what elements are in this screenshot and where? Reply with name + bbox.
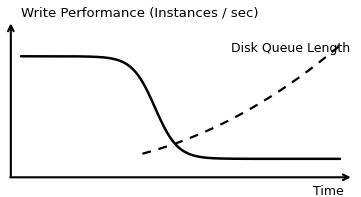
- Text: Write Performance (Instances / sec): Write Performance (Instances / sec): [21, 6, 258, 19]
- Text: Disk Queue Length: Disk Queue Length: [231, 42, 350, 55]
- Text: Time: Time: [313, 185, 343, 197]
